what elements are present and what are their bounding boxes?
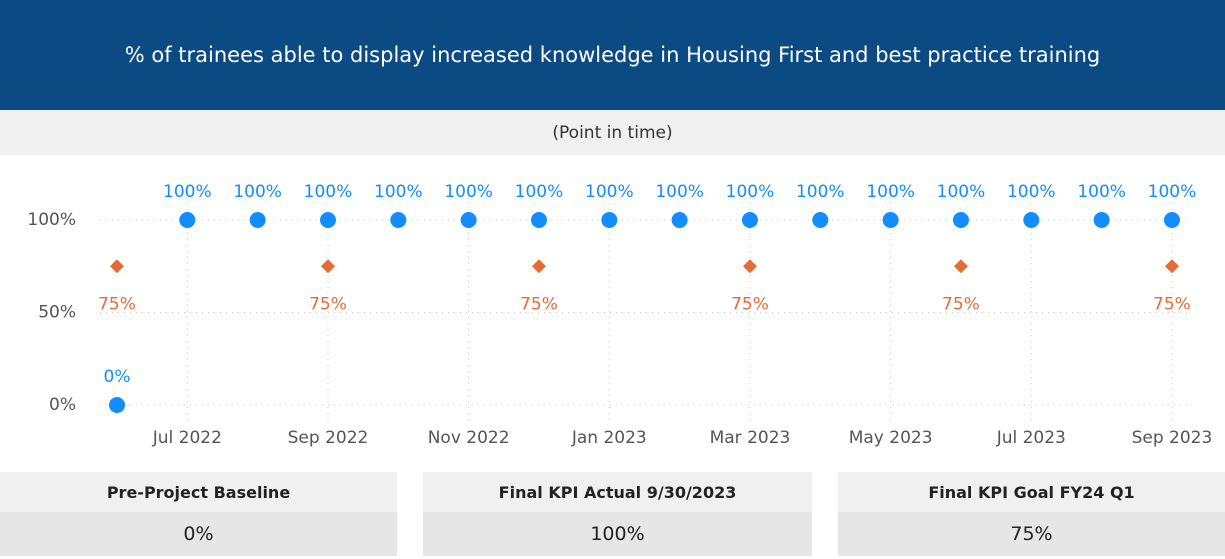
data-point bbox=[882, 212, 899, 228]
x-tick-label: May 2023 bbox=[849, 428, 933, 448]
card-title: Pre-Project Baseline bbox=[0, 472, 397, 512]
data-label: 0% bbox=[104, 367, 131, 387]
data-label: 100% bbox=[374, 182, 423, 202]
x-tick-label: Mar 2023 bbox=[710, 428, 791, 448]
data-point bbox=[601, 212, 618, 228]
data-point bbox=[952, 212, 969, 228]
data-point bbox=[109, 397, 125, 413]
card: Final KPI Actual 9/30/2023 100% bbox=[423, 472, 812, 556]
x-tick-label: Jul 2022 bbox=[152, 428, 222, 448]
data-label: 100% bbox=[163, 182, 212, 202]
card: Final KPI Goal FY24 Q1 75% bbox=[838, 472, 1225, 556]
data-point bbox=[1093, 212, 1110, 228]
data-point bbox=[741, 212, 758, 228]
chart: 0% 50% 100% Jul 2022 Sep 2022 Nov 2022 Jan 202… bbox=[27, 182, 1213, 448]
data-label: 100% bbox=[444, 182, 493, 202]
x-tick-label: Sep 2023 bbox=[1132, 428, 1213, 448]
data-point bbox=[390, 212, 407, 228]
x-tick-label: Jul 2023 bbox=[996, 428, 1066, 448]
data-label: 75% bbox=[1153, 294, 1191, 314]
data-label: 100% bbox=[726, 182, 775, 202]
data-label: 75% bbox=[520, 294, 558, 314]
card-title: Final KPI Actual 9/30/2023 bbox=[423, 472, 812, 512]
data-label: 100% bbox=[1148, 182, 1197, 202]
data-label: 75% bbox=[731, 294, 769, 314]
card-title: Final KPI Goal FY24 Q1 bbox=[838, 472, 1225, 512]
title: % of trainees able to display increased … bbox=[124, 43, 1101, 67]
data-label: 100% bbox=[655, 182, 704, 202]
data-point bbox=[460, 212, 477, 228]
data-label: 100% bbox=[1077, 182, 1126, 202]
data-point bbox=[812, 212, 829, 228]
y-tick-label: 50% bbox=[38, 303, 76, 323]
data-label: 75% bbox=[942, 294, 980, 314]
data-point bbox=[320, 259, 335, 274]
data-label: 100% bbox=[937, 182, 986, 202]
data-point bbox=[742, 259, 757, 274]
data-label: 100% bbox=[1007, 182, 1056, 202]
data-label: 75% bbox=[98, 294, 136, 314]
data-point bbox=[110, 259, 124, 274]
y-tick-label: 0% bbox=[49, 395, 76, 415]
data-point bbox=[319, 212, 336, 228]
data-point bbox=[530, 212, 547, 228]
header: % of trainees able to display increased … bbox=[0, 0, 1225, 110]
subtitle: (Point in time) bbox=[0, 110, 1225, 155]
data-label: 100% bbox=[233, 182, 282, 202]
data-point bbox=[1163, 212, 1180, 228]
x-tick-label: Nov 2022 bbox=[428, 428, 510, 448]
data-label: 100% bbox=[866, 182, 915, 202]
card-value: 0% bbox=[0, 512, 397, 556]
data-point bbox=[1023, 212, 1040, 228]
x-tick-label: Jan 2023 bbox=[571, 428, 647, 448]
data-point bbox=[249, 212, 266, 228]
data-label: 100% bbox=[304, 182, 353, 202]
x-tick-label: Sep 2022 bbox=[288, 428, 369, 448]
y-tick-label: 100% bbox=[27, 210, 76, 230]
card-value: 100% bbox=[423, 512, 812, 556]
card-value: 75% bbox=[838, 512, 1225, 556]
card: Pre-Project Baseline 0% bbox=[0, 472, 397, 556]
data-label: 100% bbox=[515, 182, 564, 202]
data-point bbox=[531, 259, 546, 274]
data-label: 100% bbox=[585, 182, 634, 202]
data-label: 100% bbox=[796, 182, 845, 202]
data-point bbox=[953, 259, 968, 274]
data-label: 75% bbox=[309, 294, 347, 314]
data-point bbox=[671, 212, 688, 228]
data-point bbox=[179, 212, 196, 228]
data-point bbox=[1164, 259, 1179, 274]
